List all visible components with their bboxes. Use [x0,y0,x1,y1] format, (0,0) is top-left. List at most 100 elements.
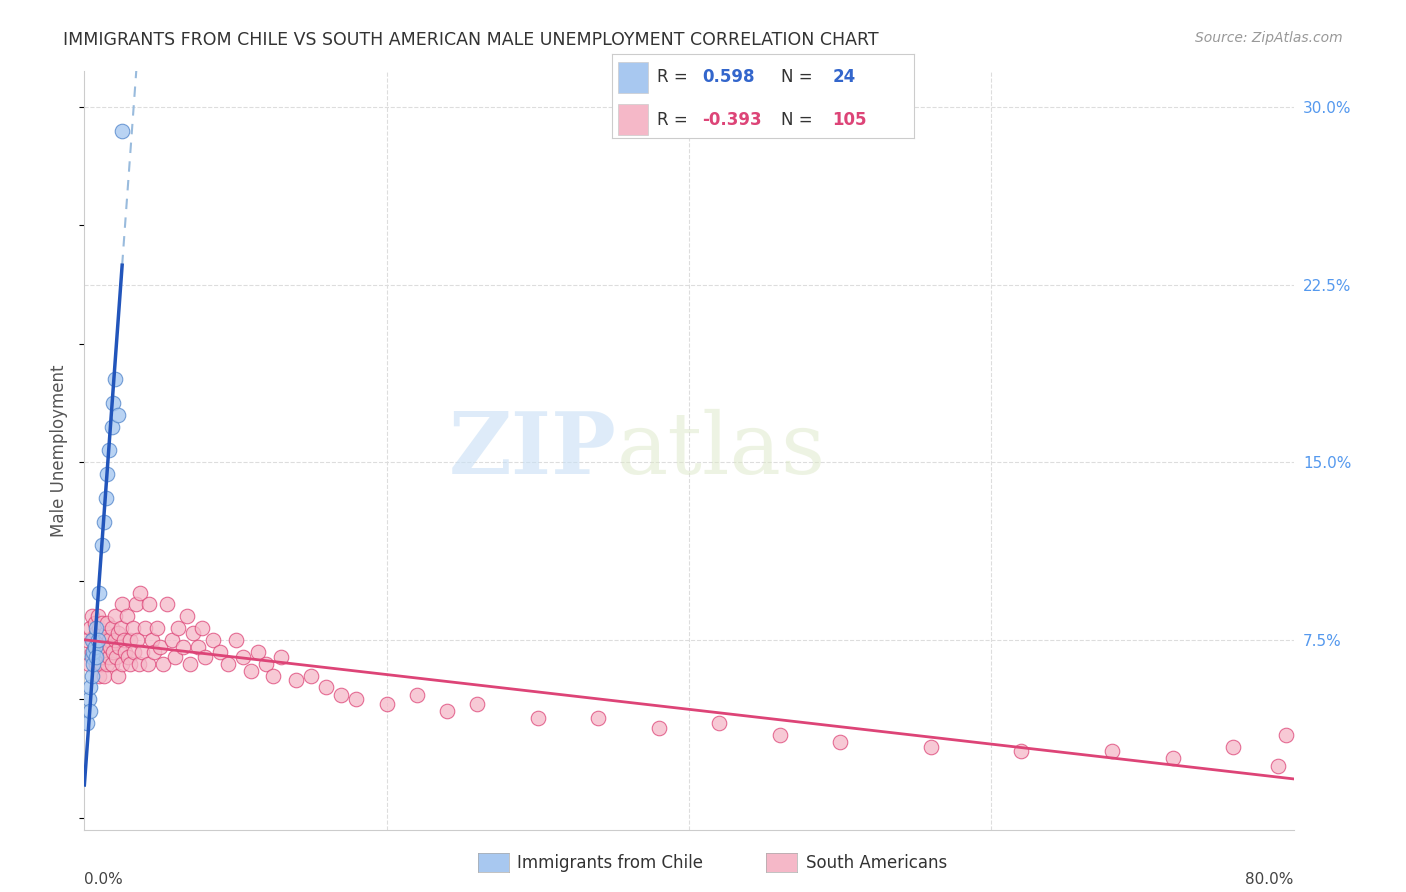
Point [94,626,117,640]
Point [1222,739,1244,754]
Point [100,621,122,635]
Text: IMMIGRANTS FROM CHILE VS SOUTH AMERICAN MALE UNEMPLOYMENT CORRELATION CHART: IMMIGRANTS FROM CHILE VS SOUTH AMERICAN … [63,31,879,49]
Point [82,649,104,664]
Point [96,467,118,482]
Point [172,640,194,654]
Point [110,621,132,635]
Point [84,640,107,654]
Point [101,396,124,410]
Point [80,633,103,648]
Point [105,649,128,664]
Point [125,598,148,612]
Point [160,633,183,648]
Point [648,721,671,735]
Point [86,626,108,640]
Point [117,649,139,664]
Point [91,616,114,631]
Point [209,645,232,659]
Point [76,715,98,730]
Point [82,657,104,671]
Point [527,711,550,725]
Point [112,633,135,648]
Point [115,609,138,624]
Point [107,626,129,640]
Point [299,668,322,682]
Point [346,692,368,706]
Point [191,621,214,635]
Text: Immigrants from Chile: Immigrants from Chile [517,854,703,871]
Point [131,645,153,659]
Point [80,609,103,624]
Point [709,715,731,730]
Text: 24: 24 [832,69,855,87]
Point [96,657,118,671]
Point [121,621,143,635]
Point [87,645,110,659]
Point [142,645,165,659]
Point [232,649,254,664]
Point [149,640,172,654]
Point [107,408,129,422]
Text: R =: R = [657,69,693,87]
Text: 80.0%: 80.0% [1246,872,1294,888]
Point [254,657,277,671]
Point [136,657,159,671]
Point [181,626,204,640]
Point [118,657,141,671]
Point [108,640,131,654]
Point [375,697,398,711]
Point [176,609,198,624]
Point [406,688,429,702]
Point [179,657,201,671]
Point [467,697,489,711]
Point [201,633,224,648]
Point [118,633,141,648]
Point [79,621,101,635]
Point [104,609,127,624]
Point [830,735,852,749]
Point [90,657,112,671]
Text: 0.0%: 0.0% [84,872,124,888]
Point [93,515,115,529]
Point [225,633,247,648]
Point [165,649,187,664]
Point [1275,728,1298,742]
Point [1101,744,1123,758]
Point [247,645,270,659]
Point [94,491,117,505]
Point [436,704,458,718]
Point [769,728,792,742]
Point [82,633,104,648]
Point [76,633,98,648]
Point [920,739,942,754]
Text: ZIP: ZIP [449,409,616,492]
Text: atlas: atlas [616,409,825,492]
Point [1011,744,1033,758]
Point [111,123,134,137]
Point [77,657,100,671]
Point [1267,758,1289,772]
Point [156,598,179,612]
Point [315,681,337,695]
Point [100,419,122,434]
Point [330,688,353,702]
Point [82,645,104,659]
Point [152,657,174,671]
Point [79,681,101,695]
Point [217,657,239,671]
Point [270,649,292,664]
Point [588,711,610,725]
Point [89,640,111,654]
Point [167,621,190,635]
Point [93,633,115,648]
Text: 0.598: 0.598 [703,69,755,87]
Point [127,633,149,648]
Point [97,633,120,648]
Text: N =: N = [780,69,818,87]
Point [84,616,107,631]
Point [96,616,118,631]
Point [100,657,122,671]
Point [80,649,103,664]
Point [94,645,117,659]
Point [285,673,308,688]
